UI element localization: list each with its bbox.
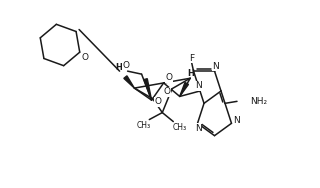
Text: N: N (233, 116, 240, 125)
Text: H: H (188, 69, 195, 78)
Polygon shape (180, 83, 188, 96)
Polygon shape (144, 79, 152, 100)
Text: O: O (81, 53, 88, 62)
Polygon shape (124, 76, 134, 88)
Text: O: O (154, 97, 161, 106)
Text: CH₃: CH₃ (172, 123, 186, 132)
Text: N: N (212, 61, 219, 70)
Text: H: H (116, 63, 122, 72)
Text: NH₂: NH₂ (250, 97, 267, 106)
Text: O: O (165, 74, 172, 82)
Text: N: N (195, 124, 202, 133)
Text: O: O (164, 87, 171, 96)
Text: O: O (122, 61, 129, 70)
Text: CH₃: CH₃ (136, 121, 150, 130)
Text: F: F (189, 54, 194, 63)
Text: N: N (196, 82, 202, 90)
